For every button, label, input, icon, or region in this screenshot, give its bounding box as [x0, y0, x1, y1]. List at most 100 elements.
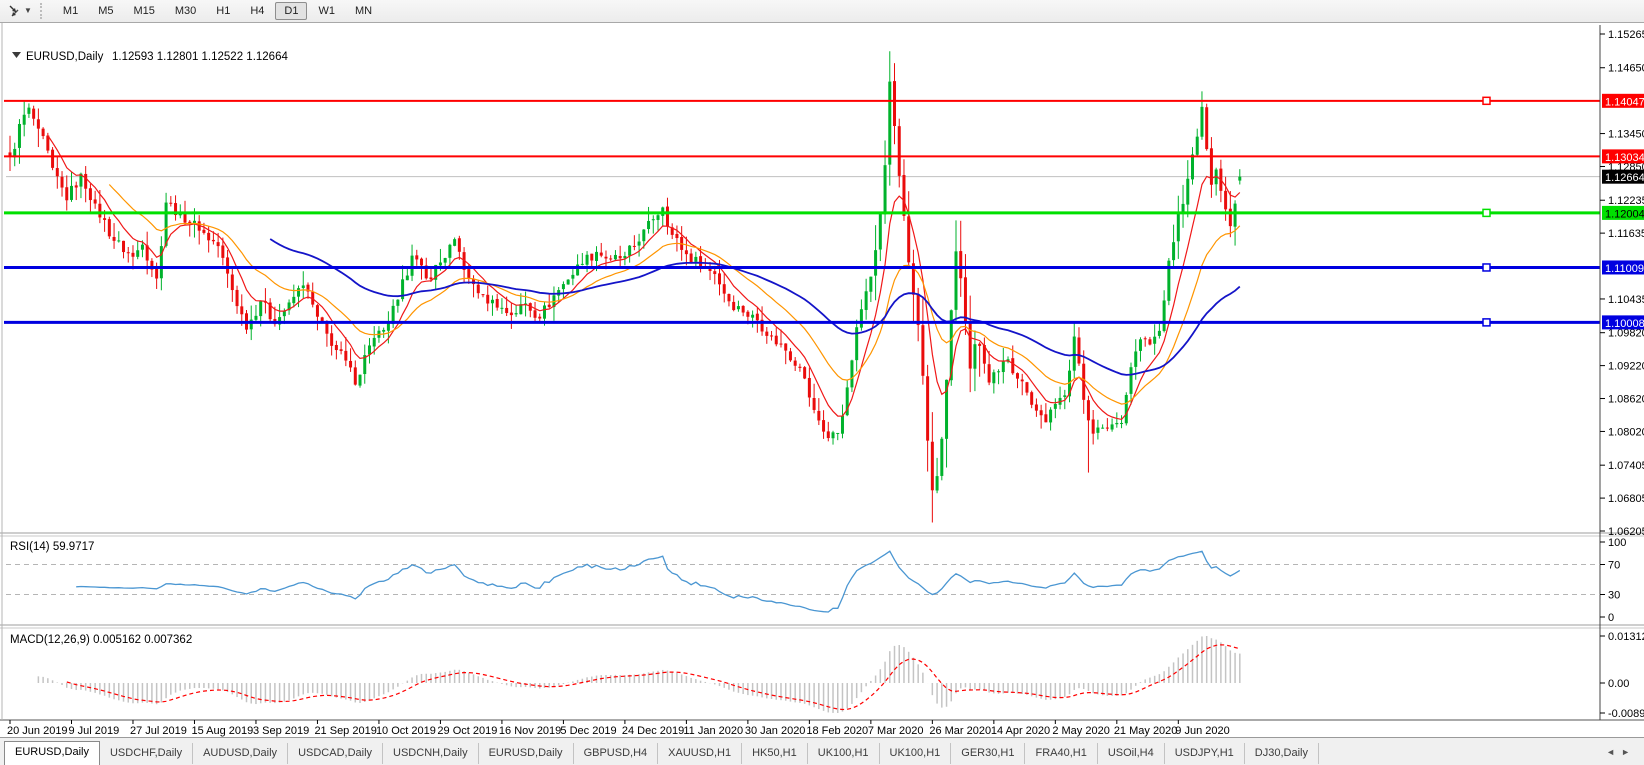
price-label-1.10008: 1.10008 — [1602, 315, 1644, 330]
chart-canvas[interactable]: 1.152651.146501.134501.128501.122351.116… — [0, 23, 1644, 738]
chart-tab[interactable]: EURUSD,Daily — [4, 741, 100, 765]
rsi-line — [76, 550, 1241, 613]
chart-tab[interactable]: EURUSD,Daily — [479, 743, 574, 764]
price-label-1.11009: 1.11009 — [1602, 260, 1644, 275]
svg-text:1.08020: 1.08020 — [1608, 426, 1644, 438]
timeframe-button-m1[interactable]: M1 — [62, 5, 79, 17]
chart-tab[interactable]: USDCNH,Daily — [383, 743, 479, 764]
svg-text:27 Jul 2019: 27 Jul 2019 — [130, 725, 187, 737]
toolbar-grip[interactable] — [39, 3, 49, 19]
timeframe-button-m30[interactable]: M30 — [174, 5, 197, 17]
timeframe-button-w1[interactable]: W1 — [318, 5, 335, 17]
chart-tab[interactable]: DJ30,Daily — [1245, 743, 1319, 764]
svg-text:30 Jan 2020: 30 Jan 2020 — [745, 725, 806, 737]
chevron-down-icon[interactable]: ▼ — [24, 6, 32, 15]
svg-text:26 Mar 2020: 26 Mar 2020 — [929, 725, 991, 737]
price-label-1.12004: 1.12004 — [1602, 205, 1644, 220]
macd-indicator-label: MACD(12,26,9) 0.005162 0.007362 — [10, 634, 192, 646]
svg-text:1.12664: 1.12664 — [1605, 172, 1644, 184]
chart-tab[interactable]: UK100,H1 — [808, 743, 880, 764]
svg-text:18 Feb 2020: 18 Feb 2020 — [806, 725, 868, 737]
svg-text:9 Jun 2020: 9 Jun 2020 — [1175, 725, 1229, 737]
svg-text:1.12235: 1.12235 — [1608, 195, 1644, 207]
svg-text:21 May 2020: 21 May 2020 — [1114, 725, 1178, 737]
chart-tab[interactable]: UK100,H1 — [880, 743, 952, 764]
svg-text:1.14650: 1.14650 — [1608, 63, 1644, 75]
chart-title-symbol: EURUSD,Daily — [26, 51, 104, 63]
chart-tab[interactable]: FRA40,H1 — [1025, 743, 1098, 764]
rsi-tick-label: 70 — [1608, 560, 1620, 572]
svg-text:1.10435: 1.10435 — [1608, 294, 1644, 306]
svg-text:24 Dec 2019: 24 Dec 2019 — [622, 725, 684, 737]
svg-text:1.10008: 1.10008 — [1605, 318, 1644, 330]
svg-text:1.13034: 1.13034 — [1605, 152, 1644, 164]
tabs-scroll-right-icon[interactable]: ► — [1621, 747, 1636, 757]
svg-text:1.11009: 1.11009 — [1605, 263, 1644, 275]
hline-handle[interactable] — [1482, 208, 1491, 218]
timeframe-button-m15[interactable]: M15 — [133, 5, 155, 17]
svg-text:1.06205: 1.06205 — [1608, 526, 1644, 538]
svg-text:20 Jun 2019: 20 Jun 2019 — [7, 725, 68, 737]
svg-text:1.09820: 1.09820 — [1608, 328, 1644, 340]
timeframe-button-h1[interactable]: H1 — [216, 5, 231, 17]
rsi-tick-label: 100 — [1608, 537, 1626, 549]
svg-text:1.14047: 1.14047 — [1605, 96, 1644, 108]
hline-handle[interactable] — [1482, 263, 1491, 272]
timeframe-buttons: M1 M5 M15 M30 H1 H4 D1 W1 MN — [53, 2, 382, 20]
svg-text:14 Apr 2020: 14 Apr 2020 — [991, 725, 1050, 737]
chart-tab[interactable]: GBPUSD,H4 — [574, 743, 659, 764]
svg-text:11 Jan 2020: 11 Jan 2020 — [683, 725, 743, 737]
svg-text:1.06805: 1.06805 — [1608, 493, 1644, 505]
timeframe-button-d1[interactable]: D1 — [275, 2, 308, 20]
chart-tab[interactable]: USDCAD,Daily — [288, 743, 384, 764]
current-price-label: 1.12664 — [1602, 169, 1644, 184]
svg-text:1.11635: 1.11635 — [1608, 228, 1644, 240]
chart-tab[interactable]: HK50,H1 — [742, 743, 808, 764]
svg-text:16 Nov 2019: 16 Nov 2019 — [499, 725, 561, 737]
svg-text:1.09220: 1.09220 — [1608, 361, 1644, 373]
moving-average-line-55 — [269, 238, 1241, 376]
price-label-1.13034: 1.13034 — [1602, 149, 1644, 164]
chart-tab[interactable]: GER30,H1 — [951, 743, 1026, 764]
chart-tab[interactable]: XAUUSD,H1 — [658, 743, 743, 764]
price-axis-ticks: 1.152651.146501.134501.128501.122351.116… — [1600, 29, 1644, 538]
macd-tick-label: 0.00 — [1608, 678, 1629, 690]
macd-tick-label: 0.013121 — [1608, 631, 1644, 643]
rsi-tick-label: 0 — [1608, 612, 1614, 624]
svg-text:9 Jul 2019: 9 Jul 2019 — [68, 725, 119, 737]
candles-series — [8, 51, 1242, 523]
diagonal-arrows-icon — [9, 5, 19, 16]
timeframe-button-mn[interactable]: MN — [354, 5, 373, 17]
macd-tick-label: -0.008933 — [1608, 708, 1644, 720]
chart-tabs: EURUSD,Daily USDCHF,Daily AUDUSD,Daily USDC… — [0, 740, 1319, 765]
hline-handle[interactable] — [1482, 318, 1491, 327]
tabs-scroll-left-icon[interactable]: ◄ — [1606, 747, 1622, 757]
timeframe-button-m5[interactable]: M5 — [98, 5, 114, 17]
hline-handle[interactable] — [1482, 96, 1491, 106]
chart-tab[interactable]: USDCHF,Daily — [100, 743, 194, 764]
chart-title-dropdown-icon[interactable] — [12, 52, 21, 58]
timeframes-toolbar: ▼ M1 M5 M15 M30 H1 H4 D1 W1 MN — [0, 0, 1644, 23]
chart-mode-button[interactable]: ▼ — [2, 3, 36, 20]
svg-text:1.15265: 1.15265 — [1608, 29, 1644, 41]
chart-tab[interactable]: USOil,H4 — [1098, 743, 1165, 764]
svg-text:29 Oct 2019: 29 Oct 2019 — [437, 725, 497, 737]
rsi-indicator-label: RSI(14) 59.9717 — [10, 541, 94, 553]
moving-average-line-8 — [47, 135, 1241, 421]
chart-tabbar: EURUSD,Daily USDCHF,Daily AUDUSD,Daily USDC… — [0, 737, 1644, 765]
moving-average-line-21 — [108, 184, 1241, 405]
svg-text:21 Sep 2019: 21 Sep 2019 — [314, 725, 376, 737]
timeframe-button-h4[interactable]: H4 — [250, 5, 265, 17]
chart-tab[interactable]: AUDUSD,Daily — [193, 743, 289, 764]
svg-text:15 Aug 2019: 15 Aug 2019 — [191, 725, 253, 737]
svg-text:7 Mar 2020: 7 Mar 2020 — [868, 725, 924, 737]
macd-histogram — [37, 636, 1241, 713]
svg-text:1.08620: 1.08620 — [1608, 394, 1644, 406]
chart-tab[interactable]: USDJPY,H1 — [1165, 743, 1245, 764]
svg-text:3 Sep 2019: 3 Sep 2019 — [253, 725, 309, 737]
svg-text:1.07405: 1.07405 — [1608, 460, 1644, 472]
chart-window[interactable]: 1.15265 1.14650 1.13450 1.12850 1.12235 1.116… — [0, 22, 1644, 738]
svg-text:10 Oct 2019: 10 Oct 2019 — [376, 725, 436, 737]
time-axis: 20 Jun 2019 9 Jul 2019 27 Jul 2019 15 Aug 2… — [7, 720, 1230, 737]
svg-text:5 Dec 2019: 5 Dec 2019 — [560, 725, 616, 737]
